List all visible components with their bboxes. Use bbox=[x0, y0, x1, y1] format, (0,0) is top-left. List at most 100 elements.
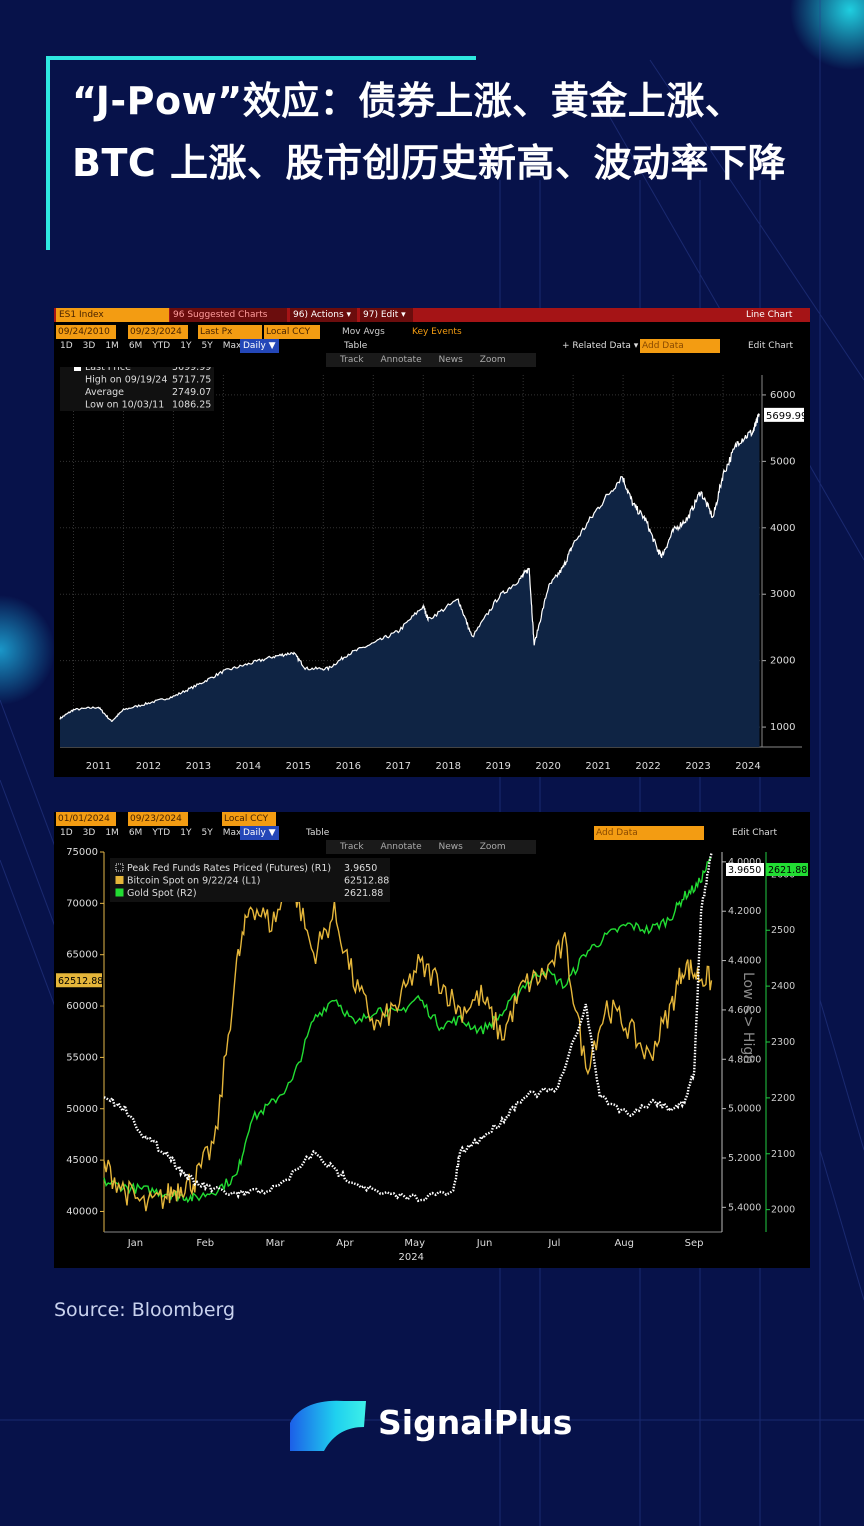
r1-tick-label: 4.0000 bbox=[728, 857, 761, 868]
chart2-add-data-input[interactable]: Add Data bbox=[594, 826, 704, 840]
y-tick-label: 2000 bbox=[770, 656, 795, 667]
series-line-bitcoin bbox=[103, 882, 713, 1212]
currency-select[interactable]: Local CCY bbox=[264, 325, 320, 339]
edit-menu[interactable]: 97) Edit ▾ bbox=[360, 308, 413, 322]
chart2-date-to-field[interactable]: 09/23/2024 bbox=[128, 812, 188, 826]
track-button[interactable]: Track bbox=[340, 355, 364, 365]
chart2-track-button[interactable]: Track bbox=[340, 842, 364, 852]
fed-funds-value-tag-text: 3.9650 bbox=[728, 865, 761, 876]
legend-label: Average bbox=[85, 387, 124, 398]
period-button-3d[interactable]: 3D bbox=[82, 341, 96, 351]
suggested-charts-button[interactable]: 96 Suggested Charts bbox=[170, 308, 287, 322]
x-tick-label: Apr bbox=[336, 1238, 354, 1249]
left-tick-label: 50000 bbox=[66, 1104, 98, 1115]
period-button-ytd[interactable]: YTD bbox=[152, 341, 171, 351]
frequency-select[interactable]: Daily ▼ bbox=[240, 339, 279, 353]
y-tick-label: 6000 bbox=[770, 390, 795, 401]
field-select[interactable]: Last Px bbox=[198, 325, 262, 339]
period-button-ytd[interactable]: YTD bbox=[152, 828, 171, 838]
chart1-period-buttons: 1D 3D 1M 6M YTD 1Y 5Y Max bbox=[60, 339, 251, 353]
period-button-1m[interactable]: 1M bbox=[105, 828, 119, 838]
period-button-5y[interactable]: 5Y bbox=[201, 828, 213, 838]
period-button-1y[interactable]: 1Y bbox=[180, 341, 192, 351]
y-tick-label: 4000 bbox=[770, 523, 795, 534]
chart2-news-button[interactable]: News bbox=[438, 842, 463, 852]
legend-bg bbox=[110, 858, 390, 902]
r1-tick-label: 5.4000 bbox=[728, 1202, 761, 1213]
title-box: “J-Pow”效应：债券上涨、黄金上涨、BTC 上涨、股市创历史新高、波动率下降 bbox=[46, 56, 806, 250]
chart2-table-button[interactable]: Table bbox=[306, 828, 330, 838]
x-tick-label: Mar bbox=[266, 1238, 286, 1249]
date-to-field[interactable]: 09/23/2024 bbox=[128, 325, 188, 339]
legend-value: 5717.75 bbox=[172, 375, 211, 386]
annotate-button[interactable]: Annotate bbox=[380, 355, 422, 365]
chart2-legend: Peak Fed Funds Rates Priced (Futures) (R… bbox=[110, 858, 390, 902]
chart2-frequency-select[interactable]: Daily ▼ bbox=[240, 826, 279, 840]
period-button-6m[interactable]: 6M bbox=[128, 828, 143, 838]
period-button-max[interactable]: Max bbox=[222, 828, 242, 838]
title-accent-horizontal bbox=[46, 56, 476, 60]
legend-value: 62512.88 bbox=[344, 876, 389, 887]
chart2-zoom-button[interactable]: Zoom bbox=[479, 842, 506, 852]
table-button[interactable]: Table bbox=[344, 341, 368, 351]
key-events-toggle[interactable]: Key Events bbox=[412, 327, 462, 337]
chart-type-label[interactable]: Line Chart bbox=[746, 310, 793, 320]
period-button-1y[interactable]: 1Y bbox=[180, 828, 192, 838]
series-area-es1 bbox=[60, 414, 760, 747]
x-tick-label: 2024 bbox=[735, 761, 760, 772]
legend-value: 3.9650 bbox=[344, 863, 377, 874]
period-button-max[interactable]: Max bbox=[222, 341, 242, 351]
period-button-3d[interactable]: 3D bbox=[82, 828, 96, 838]
x-tick-label: 2023 bbox=[685, 761, 710, 772]
date-from-field[interactable]: 09/24/2010 bbox=[56, 325, 116, 339]
x-tick-label: Aug bbox=[614, 1238, 634, 1249]
period-button-5y[interactable]: 5Y bbox=[201, 341, 213, 351]
period-button-1d[interactable]: 1D bbox=[60, 341, 73, 351]
chart2-currency-select[interactable]: Local CCY bbox=[222, 812, 276, 826]
ticker-field[interactable]: ES1 Index bbox=[56, 308, 169, 322]
low-high-rotated-label: Low <> High bbox=[740, 972, 756, 1064]
add-data-input[interactable]: Add Data bbox=[640, 339, 720, 353]
zoom-button[interactable]: Zoom bbox=[479, 355, 506, 365]
r1-tick-label: 4.4000 bbox=[728, 956, 761, 967]
legend-label: High on 09/19/24 bbox=[85, 375, 167, 386]
left-tick-label: 55000 bbox=[66, 1052, 98, 1063]
r1-tick-label: 5.0000 bbox=[728, 1104, 761, 1115]
legend-bg bbox=[60, 367, 214, 411]
chart1-legend: Last Price 5699.99 High on 09/19/24 5717.75… bbox=[60, 367, 214, 411]
x-tick-label: 2016 bbox=[336, 761, 361, 772]
x-tick-label: Jan bbox=[127, 1238, 143, 1249]
series-line-es1 bbox=[59, 412, 760, 722]
legend-swatch bbox=[115, 888, 124, 897]
legend-label: Low on 10/03/11 bbox=[85, 400, 164, 411]
chart2-period-buttons: 1D 3D 1M 6M YTD 1Y 5Y Max bbox=[60, 826, 251, 840]
legend-swatch-last bbox=[74, 367, 81, 371]
news-button[interactable]: News bbox=[438, 355, 463, 365]
period-button-1d[interactable]: 1D bbox=[60, 828, 73, 838]
title-accent-vertical bbox=[46, 56, 50, 250]
chart2-svg: 40000 45000 50000 55000 60000 65000 70000 75000… bbox=[56, 847, 808, 1263]
chart2-date-from-field[interactable]: 01/01/2024 bbox=[56, 812, 116, 826]
chart2-tools-bar: Track Annotate News Zoom bbox=[326, 840, 536, 854]
period-button-6m[interactable]: 6M bbox=[128, 341, 143, 351]
legend-value: 2749.07 bbox=[172, 387, 211, 398]
bitcoin-value-tag-text: 62512.88 bbox=[58, 976, 103, 987]
chart2-annotate-button[interactable]: Annotate bbox=[380, 842, 422, 852]
chart2-edit-chart-button[interactable]: Edit Chart bbox=[732, 828, 778, 838]
r2-tick-label: 2100 bbox=[771, 1149, 795, 1160]
x-tick-label: 2013 bbox=[186, 761, 211, 772]
legend-label: Bitcoin Spot on 9/22/24 (L1) bbox=[127, 876, 260, 887]
x-tick-label: 2015 bbox=[286, 761, 311, 772]
period-button-1m[interactable]: 1M bbox=[105, 341, 119, 351]
x-tick-label: Sep bbox=[685, 1238, 704, 1249]
legend-value: 2621.88 bbox=[344, 888, 383, 899]
left-tick-label: 40000 bbox=[66, 1206, 98, 1217]
x-tick-label: Jun bbox=[476, 1238, 493, 1249]
edit-chart-button[interactable]: Edit Chart bbox=[748, 341, 794, 351]
mov-avgs-toggle[interactable]: Mov Avgs bbox=[342, 327, 385, 337]
last-price-tag bbox=[764, 407, 804, 422]
chart2-panel: 01/01/2024 09/23/2024 Local CCY 1D 3D 1M 6M… bbox=[54, 812, 810, 1268]
actions-menu[interactable]: 96) Actions ▾ bbox=[290, 308, 357, 322]
related-data-menu[interactable]: + Related Data ▾ bbox=[562, 341, 639, 351]
r2-tick-label: 2200 bbox=[771, 1093, 795, 1104]
